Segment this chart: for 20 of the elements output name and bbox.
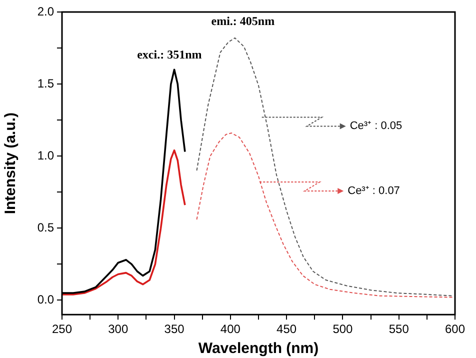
x-tick-label: 350 (164, 322, 185, 336)
annotation: exci.: 351nm (137, 48, 202, 62)
x-tick-label: 400 (220, 322, 241, 336)
annotation: Ce³⁺ : 0.05 (350, 120, 402, 132)
annotation: Ce³⁺ : 0.07 (348, 185, 400, 198)
x-tick-label: 500 (332, 322, 354, 336)
y-axis-title: Intensity (a.u.) (2, 112, 20, 214)
x-tick-label: 450 (276, 322, 297, 336)
y-tick-label: 1.0 (37, 148, 54, 162)
x-axis-title: Wavelength (nm) (198, 340, 319, 358)
y-tick-label: 2.0 (37, 4, 54, 18)
y-tick-label: 1.5 (37, 76, 54, 90)
x-tick-label: 300 (108, 322, 128, 336)
x-tick-label: 600 (444, 322, 466, 336)
annotation: emi.: 405nm (211, 14, 275, 28)
y-tick-label: 0.0 (37, 292, 54, 307)
x-tick-label: 250 (52, 322, 72, 336)
x-tick-label: 550 (388, 322, 410, 336)
y-tick-label: 0.5 (37, 220, 54, 234)
line-series (196, 132, 454, 298)
